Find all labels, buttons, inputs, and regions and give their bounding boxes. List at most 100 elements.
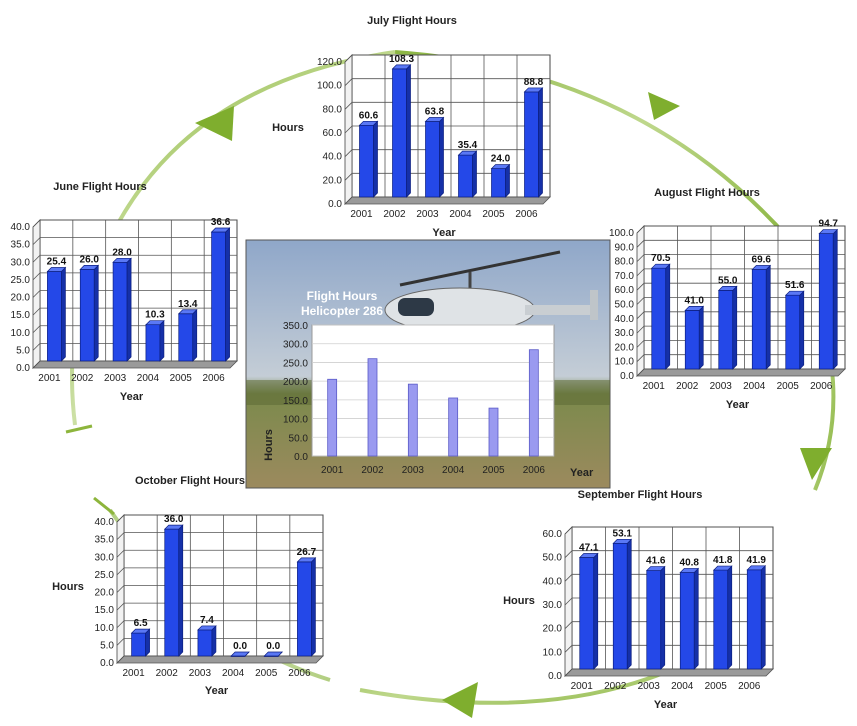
y-tick-label: 80.0 bbox=[323, 104, 343, 115]
y-tick-label: 15.0 bbox=[11, 310, 31, 321]
gridline-wall bbox=[344, 78, 353, 86]
bar-2006 bbox=[524, 91, 539, 198]
bar-2006 bbox=[528, 349, 539, 457]
arrowhead-bottom-icon bbox=[442, 682, 478, 718]
data-label: 69.6 bbox=[752, 254, 772, 265]
x-tick-label: 2002 bbox=[604, 681, 627, 692]
gridline-wall bbox=[116, 620, 125, 629]
gridline-wall bbox=[344, 125, 353, 134]
x-tick-label: 2005 bbox=[482, 209, 505, 220]
data-label: 88.8 bbox=[524, 77, 544, 88]
x-axis-label: Year bbox=[120, 391, 144, 403]
gridline-wall bbox=[564, 597, 573, 606]
chart-october: October Flight Hours 0.0 5.0 10.0 15.0 20.0 25… bbox=[52, 475, 324, 697]
bar-top bbox=[263, 651, 284, 657]
data-label: 24.0 bbox=[491, 154, 511, 165]
y-tick-label: 0.0 bbox=[620, 371, 634, 382]
gridline-wall bbox=[32, 272, 41, 281]
bar-2003 bbox=[407, 383, 418, 457]
bar-2005 bbox=[488, 407, 499, 457]
gridline-wall bbox=[344, 54, 353, 63]
x-tick-label: 2005 bbox=[482, 465, 505, 476]
bar-2003 bbox=[425, 121, 440, 198]
bar-side bbox=[626, 538, 632, 670]
bar-side bbox=[472, 150, 477, 198]
y-tick-label: 25.0 bbox=[95, 570, 115, 581]
bar-2006 bbox=[818, 233, 834, 370]
y-tick-label: 300.0 bbox=[283, 340, 308, 351]
bar-2001 bbox=[359, 124, 374, 198]
bar-side bbox=[126, 257, 132, 362]
bar-top bbox=[46, 267, 67, 272]
gridline-wall bbox=[636, 325, 645, 334]
plot-floor bbox=[32, 360, 238, 369]
y-axis-label: Hours bbox=[272, 122, 304, 134]
data-label: 13.4 bbox=[178, 299, 198, 310]
x-tick-label: 2005 bbox=[777, 381, 800, 392]
bar-top bbox=[523, 87, 544, 93]
bar-top bbox=[717, 286, 738, 291]
bar-side bbox=[760, 564, 766, 670]
data-label: 41.6 bbox=[646, 556, 666, 567]
data-label: 47.1 bbox=[579, 543, 599, 554]
gridline-wall bbox=[636, 297, 645, 305]
bar-2006 bbox=[211, 231, 226, 362]
bar-side bbox=[593, 552, 599, 670]
gridline-wall bbox=[344, 149, 353, 157]
bar-2005 bbox=[785, 294, 801, 370]
data-label: 7.4 bbox=[200, 615, 214, 626]
x-tick-label: 2004 bbox=[671, 681, 694, 692]
arrowhead-top-left-icon bbox=[195, 106, 234, 141]
y-tick-label: 25.0 bbox=[11, 275, 31, 286]
bar-top bbox=[296, 557, 317, 563]
gridline-wall bbox=[32, 307, 41, 316]
plot-area bbox=[311, 324, 555, 457]
y-tick-label: 0.0 bbox=[548, 671, 562, 682]
bar-top bbox=[612, 538, 633, 544]
arrowhead-right-icon bbox=[800, 448, 832, 480]
y-tick-label: 80.0 bbox=[615, 257, 635, 268]
gridline-wall bbox=[636, 368, 645, 377]
gridline-wall bbox=[32, 254, 41, 263]
plot-floor bbox=[344, 196, 551, 205]
data-label: 41.0 bbox=[685, 295, 705, 306]
data-label: 70.5 bbox=[651, 253, 671, 264]
gridline-wall bbox=[116, 585, 125, 593]
gridline-wall bbox=[116, 549, 125, 558]
y-tick-label: 30.0 bbox=[11, 257, 31, 268]
x-tick-label: 2001 bbox=[38, 373, 61, 384]
x-tick-label: 2006 bbox=[738, 681, 761, 692]
y-tick-label: 20.0 bbox=[11, 293, 31, 304]
gridline-wall bbox=[636, 254, 645, 262]
bar-side bbox=[439, 116, 444, 198]
bar-top bbox=[130, 628, 151, 634]
bar-side bbox=[660, 565, 666, 670]
bar-top bbox=[645, 566, 666, 571]
bar-2002 bbox=[392, 68, 407, 198]
data-label: 36.0 bbox=[164, 514, 184, 525]
x-tick-label: 2003 bbox=[710, 381, 733, 392]
bar-2002 bbox=[612, 542, 628, 670]
x-tick-label: 2002 bbox=[71, 373, 94, 384]
chart-subtitle-center: Helicopter 286 bbox=[301, 304, 383, 318]
bar-side bbox=[211, 625, 217, 657]
y-tick-label: 10.0 bbox=[615, 357, 635, 368]
bar-side bbox=[505, 163, 510, 198]
x-tick-label: 2006 bbox=[515, 209, 538, 220]
data-label: 28.0 bbox=[112, 247, 132, 258]
chart-september: September Flight Hours 0.0 10.0 20.0 30.0 40.… bbox=[503, 489, 774, 711]
gridline-wall bbox=[344, 173, 353, 181]
y-tick-label: 10.0 bbox=[543, 647, 563, 658]
bar-side bbox=[159, 319, 165, 362]
y-tick-label: 40.0 bbox=[95, 517, 115, 528]
y-tick-label: 150.0 bbox=[283, 396, 308, 407]
data-label: 41.9 bbox=[747, 555, 767, 566]
bar-2001 bbox=[47, 271, 62, 362]
data-label: 6.5 bbox=[134, 618, 148, 629]
bar-top bbox=[490, 164, 511, 169]
gridline-wall bbox=[116, 638, 125, 646]
gridline-wall bbox=[564, 550, 573, 558]
y-tick-label: 250.0 bbox=[283, 358, 308, 369]
